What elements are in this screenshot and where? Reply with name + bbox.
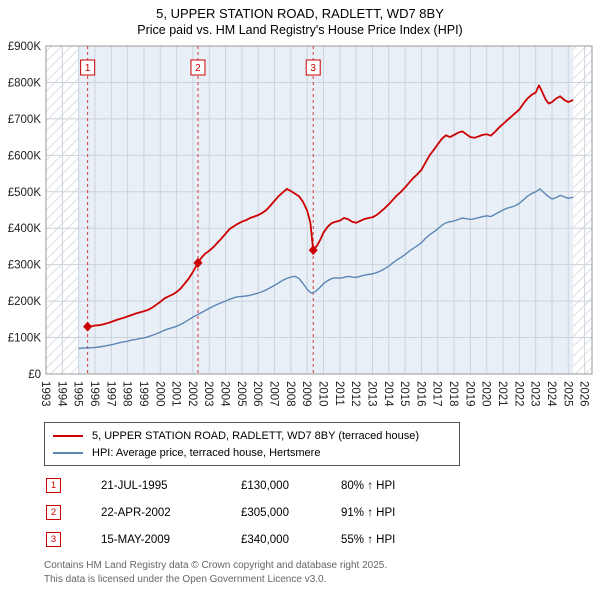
table-row: 1 21-JUL-1995 £130,000 80% ↑ HPI xyxy=(46,478,600,493)
x-axis-tick-label: 2009 xyxy=(300,381,312,407)
price-line-swatch xyxy=(53,434,83,437)
y-axis-tick-label: £200K xyxy=(8,296,42,308)
sale-flag-number-2: 2 xyxy=(195,63,201,74)
x-axis-tick-label: 2008 xyxy=(284,381,296,407)
y-axis-tick-label: £400K xyxy=(8,223,42,235)
x-axis-tick-label: 2014 xyxy=(382,381,394,407)
table-row: 2 22-APR-2002 £305,000 91% ↑ HPI xyxy=(46,505,600,520)
y-axis-tick-label: £500K xyxy=(8,187,42,199)
sale-marker-3 xyxy=(308,245,318,256)
x-axis-tick-label: 2011 xyxy=(333,381,345,406)
chart-svg: 1 2 3 £0 £100K £200K £300K £400K £500K £600K £700K… xyxy=(8,41,593,407)
hpi-line-swatch xyxy=(53,451,83,454)
hpi-data-band xyxy=(78,46,574,374)
sale-price: £130,000 xyxy=(241,479,289,492)
y-axis-tick-label: £700K xyxy=(8,114,42,126)
sale-date: 21-JUL-1995 xyxy=(101,479,168,492)
no-data-hatch xyxy=(573,46,592,374)
legend-item-hpi: HPI: Average price, terraced house, Hert… xyxy=(53,444,451,461)
x-axis-tick-label: 2016 xyxy=(414,381,426,407)
legend-label-hpi: HPI: Average price, terraced house, Hert… xyxy=(92,446,321,459)
x-axis-tick-label: 2015 xyxy=(398,381,410,407)
x-axis-tick-label: 1996 xyxy=(88,381,100,407)
page-title: 5, UPPER STATION ROAD, RADLETT, WD7 8BY xyxy=(156,6,444,21)
x-axis-tick-label: 1994 xyxy=(55,381,67,407)
x-axis-tick-label: 2021 xyxy=(496,381,508,407)
x-axis-tick-label: 1999 xyxy=(137,381,149,407)
x-axis-tick-label: 2002 xyxy=(186,381,198,407)
sale-hpi-delta: 80% ↑ HPI xyxy=(341,479,396,492)
sale-hpi-delta: 91% ↑ HPI xyxy=(341,506,396,519)
y-axis-tick-label: £600K xyxy=(8,150,42,162)
sale-date: 22-APR-2002 xyxy=(101,506,171,519)
sale-price: £305,000 xyxy=(241,506,289,519)
y-axis-tick-label: £300K xyxy=(8,260,42,272)
x-axis-tick-label: 1993 xyxy=(39,381,51,407)
x-axis-tick-label: 1998 xyxy=(121,381,133,407)
plot-border xyxy=(45,45,593,375)
x-axis-tick-label: 2000 xyxy=(153,381,165,407)
sale-marker-2 xyxy=(193,257,203,268)
sale-price: £340,000 xyxy=(241,533,289,546)
x-axis-tick-label: 2017 xyxy=(431,381,443,407)
y-axis-tick-label: £0 xyxy=(28,369,41,381)
chart-header: 5, UPPER STATION ROAD, RADLETT, WD7 8BY … xyxy=(0,0,600,38)
table-row: 3 15-MAY-2009 £340,000 55% ↑ HPI xyxy=(46,532,600,547)
legend-label-price-paid: 5, UPPER STATION ROAD, RADLETT, WD7 8BY … xyxy=(92,429,420,442)
x-axis-tick-label: 2005 xyxy=(235,381,247,407)
x-axis-tick-label: 1997 xyxy=(104,381,116,407)
x-axis-tick-label: 2004 xyxy=(219,381,231,407)
y-axis-tick-label: £900K xyxy=(8,41,42,53)
x-axis-tick-label: 2013 xyxy=(365,381,377,407)
sales-table: 1 21-JUL-1995 £130,000 80% ↑ HPI 2 22-AP… xyxy=(46,478,600,547)
x-axis-tick-label: 2012 xyxy=(349,381,361,407)
x-axis-tick-label: 2023 xyxy=(529,381,541,407)
sale-flag-1 xyxy=(80,59,96,76)
y-axis-tick-label: £100K xyxy=(8,333,42,345)
sale-hpi-delta: 55% ↑ HPI xyxy=(341,533,396,546)
sale-flag-number-3: 3 xyxy=(310,63,316,74)
sale-flag-number-1: 1 xyxy=(85,63,91,74)
footer-line-2: This data is licensed under the Open Gov… xyxy=(44,573,327,585)
sale-flag-2 xyxy=(190,59,206,76)
x-axis-tick-label: 2007 xyxy=(268,381,280,407)
x-axis-tick-label: 2010 xyxy=(316,381,328,407)
x-axis-tick-label: 2024 xyxy=(545,381,557,407)
legend-item-price-paid: 5, UPPER STATION ROAD, RADLETT, WD7 8BY … xyxy=(53,427,451,444)
x-axis-tick-label: 2018 xyxy=(447,381,459,407)
x-axis-tick-label: 2020 xyxy=(480,381,492,407)
x-axis-tick-label: 2019 xyxy=(463,381,475,407)
sale-number-badge: 1 xyxy=(46,478,61,493)
sale-flag-3 xyxy=(305,59,321,76)
license-footer: Contains HM Land Registry data © Crown c… xyxy=(44,559,600,586)
sale-date: 15-MAY-2009 xyxy=(101,533,171,546)
x-axis-tick-label: 2022 xyxy=(512,381,524,407)
chart-legend: 5, UPPER STATION ROAD, RADLETT, WD7 8BY … xyxy=(44,422,460,466)
x-axis-tick-label: 2025 xyxy=(561,381,573,407)
x-axis-tick-label: 2001 xyxy=(170,381,182,407)
sale-number-badge: 3 xyxy=(46,532,61,547)
footer-line-1: Contains HM Land Registry data © Crown c… xyxy=(44,560,388,571)
y-axis-tick-label: £800K xyxy=(8,77,42,89)
sale-marker-1 xyxy=(83,321,93,332)
x-axis-tick-label: 2003 xyxy=(202,381,214,407)
sale-number-badge: 2 xyxy=(46,505,61,520)
hpi-line xyxy=(78,188,574,350)
x-axis-tick-label: 2006 xyxy=(251,381,263,407)
x-axis-tick-label: 1995 xyxy=(72,381,84,407)
x-axis-tick-label: 2026 xyxy=(578,381,590,407)
page-subtitle: Price paid vs. HM Land Registry's House … xyxy=(137,23,463,37)
price-paid-line xyxy=(87,84,574,328)
